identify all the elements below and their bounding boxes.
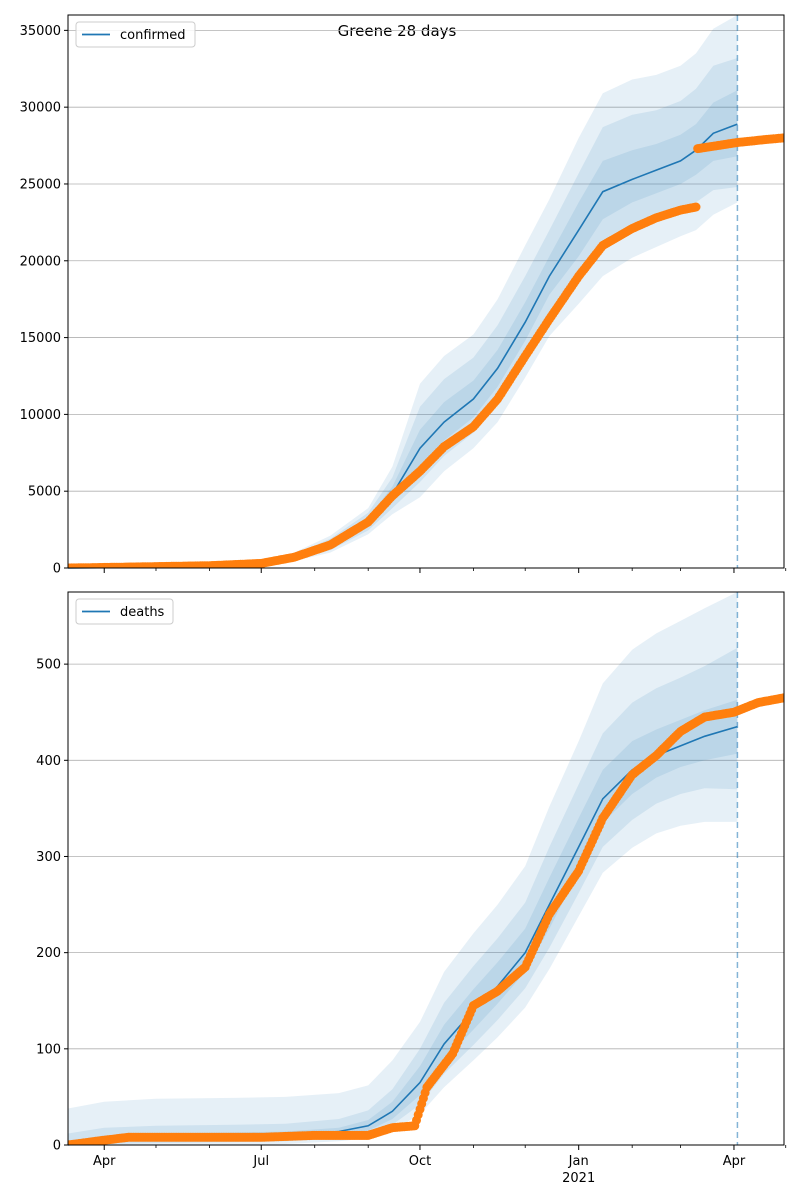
y-tick-label: 0 [53,1139,61,1154]
deaths-axes [67,591,785,1146]
x-tick-label: Jan [568,1154,589,1169]
band-95 [68,592,738,1145]
x-tick-label: Jul [252,1154,269,1169]
legend-box [75,21,196,48]
confirmed-ticks: 0 5000 10000 15000 20000 25000 30000 35000 [20,24,787,577]
x-tick-label: Oct [409,1154,431,1169]
confirmed-axes [67,14,785,569]
y-tick-label: 200 [36,946,61,961]
observed-point [779,133,784,143]
legend-label: deaths [120,605,165,620]
band-95 [68,15,738,568]
band-50 [68,90,738,568]
x-tick-label: Apr [93,1154,116,1169]
y-tick-label: 100 [36,1042,61,1057]
observed-point [779,693,784,703]
confirmed-gridlines [68,29,784,492]
deaths-observed-points [68,693,784,1145]
y-tick-label: 300 [36,850,61,865]
y-tick-label: 35000 [20,24,61,39]
y-tick-label: 20000 [20,254,61,269]
figure-title: Greene 28 days [338,22,457,40]
axes-frame [67,591,785,1146]
band-80 [68,647,738,1145]
band-80 [68,58,738,568]
y-tick-label: 5000 [28,485,61,500]
confirmed-observed-points [68,133,784,568]
y-tick-label: 0 [53,562,61,577]
deaths-gridlines [68,663,784,1050]
deaths-panel: 0 100 200 300 400 500 Apr Jul Oct Jan 2021 Apr deat… [36,591,787,1186]
confirmed-panel: 0 5000 10000 15000 20000 25000 30000 35000 conf… [20,14,787,577]
x-tick-sublabel: 2021 [562,1171,595,1186]
y-tick-label: 25000 [20,177,61,192]
y-tick-label: 15000 [20,331,61,346]
axes-frame [67,14,785,569]
confirmed-uncertainty-bands [68,15,738,568]
deaths-legend: deaths [75,598,174,625]
legend-label: confirmed [120,28,186,43]
deaths-ticks: 0 100 200 300 400 500 Apr Jul Oct Jan 2021 Apr [36,658,787,1186]
y-tick-label: 10000 [20,408,61,423]
x-tick-label: Apr [723,1154,746,1169]
y-tick-label: 30000 [20,101,61,116]
legend-box [75,598,174,625]
y-tick-label: 400 [36,754,61,769]
observed-point [691,202,701,212]
confirmed-legend: confirmed [75,21,196,48]
y-tick-label: 500 [36,658,61,673]
